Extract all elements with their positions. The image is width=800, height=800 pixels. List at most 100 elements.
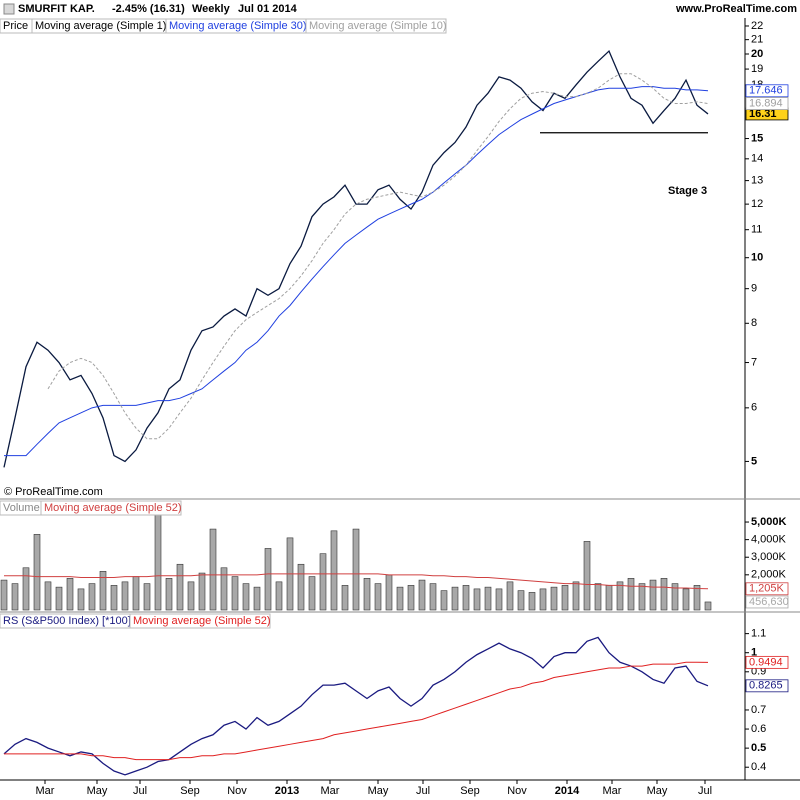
legend-entry: RS (S&P500 Index) [*100]	[3, 615, 131, 627]
volume-bar	[627, 578, 635, 611]
y-tick-label: 5	[751, 455, 757, 467]
volume-bar	[693, 585, 701, 611]
x-tick-label: Mar	[603, 785, 622, 797]
last-value-label: 0.9494	[749, 656, 783, 668]
x-tick-label: Jul	[698, 785, 712, 797]
volume-bar	[44, 581, 52, 611]
last-value-label: 0.8265	[749, 680, 783, 692]
legend-entry: Moving average (Simple 52)	[133, 615, 271, 627]
series-line	[47, 73, 709, 440]
volume-bar	[649, 579, 657, 611]
volume-bar	[440, 590, 448, 611]
y-tick-label: 20	[751, 48, 763, 60]
y-tick-label: 11	[751, 224, 762, 236]
volume-bar	[341, 585, 349, 611]
y-tick-label: 12	[751, 198, 763, 210]
volume-bar	[121, 581, 129, 611]
site: www.ProRealTime.com	[675, 3, 797, 15]
series-line	[3, 49, 709, 468]
volume-bar	[308, 576, 316, 611]
symbol-icon	[3, 3, 15, 15]
value-box	[745, 679, 789, 693]
y-tick-label: 0.7	[751, 704, 766, 716]
series-line	[4, 661, 709, 761]
series-line	[3, 636, 709, 776]
y-tick-label: 8	[751, 317, 757, 329]
volume-bar	[473, 588, 481, 611]
volume-bar	[66, 578, 74, 611]
volume-bar	[242, 583, 250, 611]
value-box	[745, 582, 789, 596]
volume-bar	[275, 581, 283, 611]
volume-bar	[572, 581, 580, 611]
y-tick-label: 0.4	[751, 761, 766, 773]
volume-bar	[638, 583, 646, 611]
y-tick-label: 2,000K	[751, 569, 787, 581]
series-line	[4, 573, 709, 590]
symbol: SMURFIT KAP.	[18, 3, 95, 15]
volume-bar	[209, 528, 217, 611]
legend-box	[129, 613, 271, 629]
value-box	[745, 595, 789, 609]
volume-bar	[198, 572, 206, 611]
y-tick-label: 21	[751, 34, 763, 46]
y-tick-label: 10	[751, 252, 763, 264]
x-tick-label: May	[368, 785, 389, 797]
volume-bar	[187, 581, 195, 611]
volume-bar	[253, 586, 261, 611]
volume-bar	[363, 578, 371, 611]
x-tick-label: Jul	[133, 785, 147, 797]
volume-bar	[110, 585, 118, 611]
x-tick-label: Jul	[416, 785, 430, 797]
last-value-label: 16.894	[749, 98, 783, 110]
legend-entry: Moving average (Simple 10)	[309, 20, 447, 32]
x-tick-label: Sep	[180, 785, 200, 797]
volume-bar	[352, 528, 360, 611]
y-tick-label: 6	[751, 402, 757, 414]
value-box	[745, 655, 789, 669]
volume-bar	[132, 576, 140, 611]
volume-bar	[88, 583, 96, 611]
volume-bar	[319, 553, 327, 611]
legend-entry: Moving average (Simple 1)	[35, 20, 166, 32]
y-tick-label: 14	[751, 153, 763, 165]
legend-entry: Moving average (Simple 30)	[169, 20, 307, 32]
y-tick-label: 0.6	[751, 723, 766, 735]
y-tick-label: 4,000K	[751, 534, 787, 546]
volume-bar	[561, 585, 569, 611]
change: -2.45% (16.31)	[112, 3, 185, 15]
volume-bar	[385, 574, 393, 611]
volume-bar	[55, 586, 63, 611]
volume-bar	[429, 583, 437, 611]
volume-bar	[550, 586, 558, 611]
volume-bar	[418, 579, 426, 611]
volume-bar	[231, 576, 239, 611]
volume-bar	[451, 586, 459, 611]
x-tick-label: 2013	[275, 785, 299, 797]
x-tick-label: May	[647, 785, 668, 797]
volume-bar	[407, 585, 415, 611]
y-tick-label: 7	[751, 356, 757, 368]
x-tick-label: Sep	[460, 785, 480, 797]
volume-bar	[616, 581, 624, 611]
volume-bar	[374, 583, 382, 611]
volume-bar	[506, 581, 514, 611]
volume-bar	[528, 592, 536, 611]
x-tick-label: Mar	[321, 785, 340, 797]
volume-bar	[704, 601, 712, 611]
volume-bar	[660, 578, 668, 611]
volume-bar	[99, 570, 107, 611]
volume-bar	[594, 583, 602, 611]
legend-box	[40, 500, 182, 516]
y-tick-label: 1.1	[751, 628, 766, 640]
volume-bar	[22, 567, 30, 611]
volume-bar	[396, 586, 404, 611]
last-value-label: 456,630	[749, 596, 789, 608]
volume-bar	[77, 588, 85, 611]
x-tick-label: Nov	[507, 785, 527, 797]
last-value-label: 17.646	[749, 85, 783, 97]
volume-bar	[165, 578, 173, 611]
volume-bar	[297, 563, 305, 611]
legend-entry: Moving average (Simple 52)	[44, 502, 182, 514]
annotation: Stage 3	[668, 185, 707, 197]
